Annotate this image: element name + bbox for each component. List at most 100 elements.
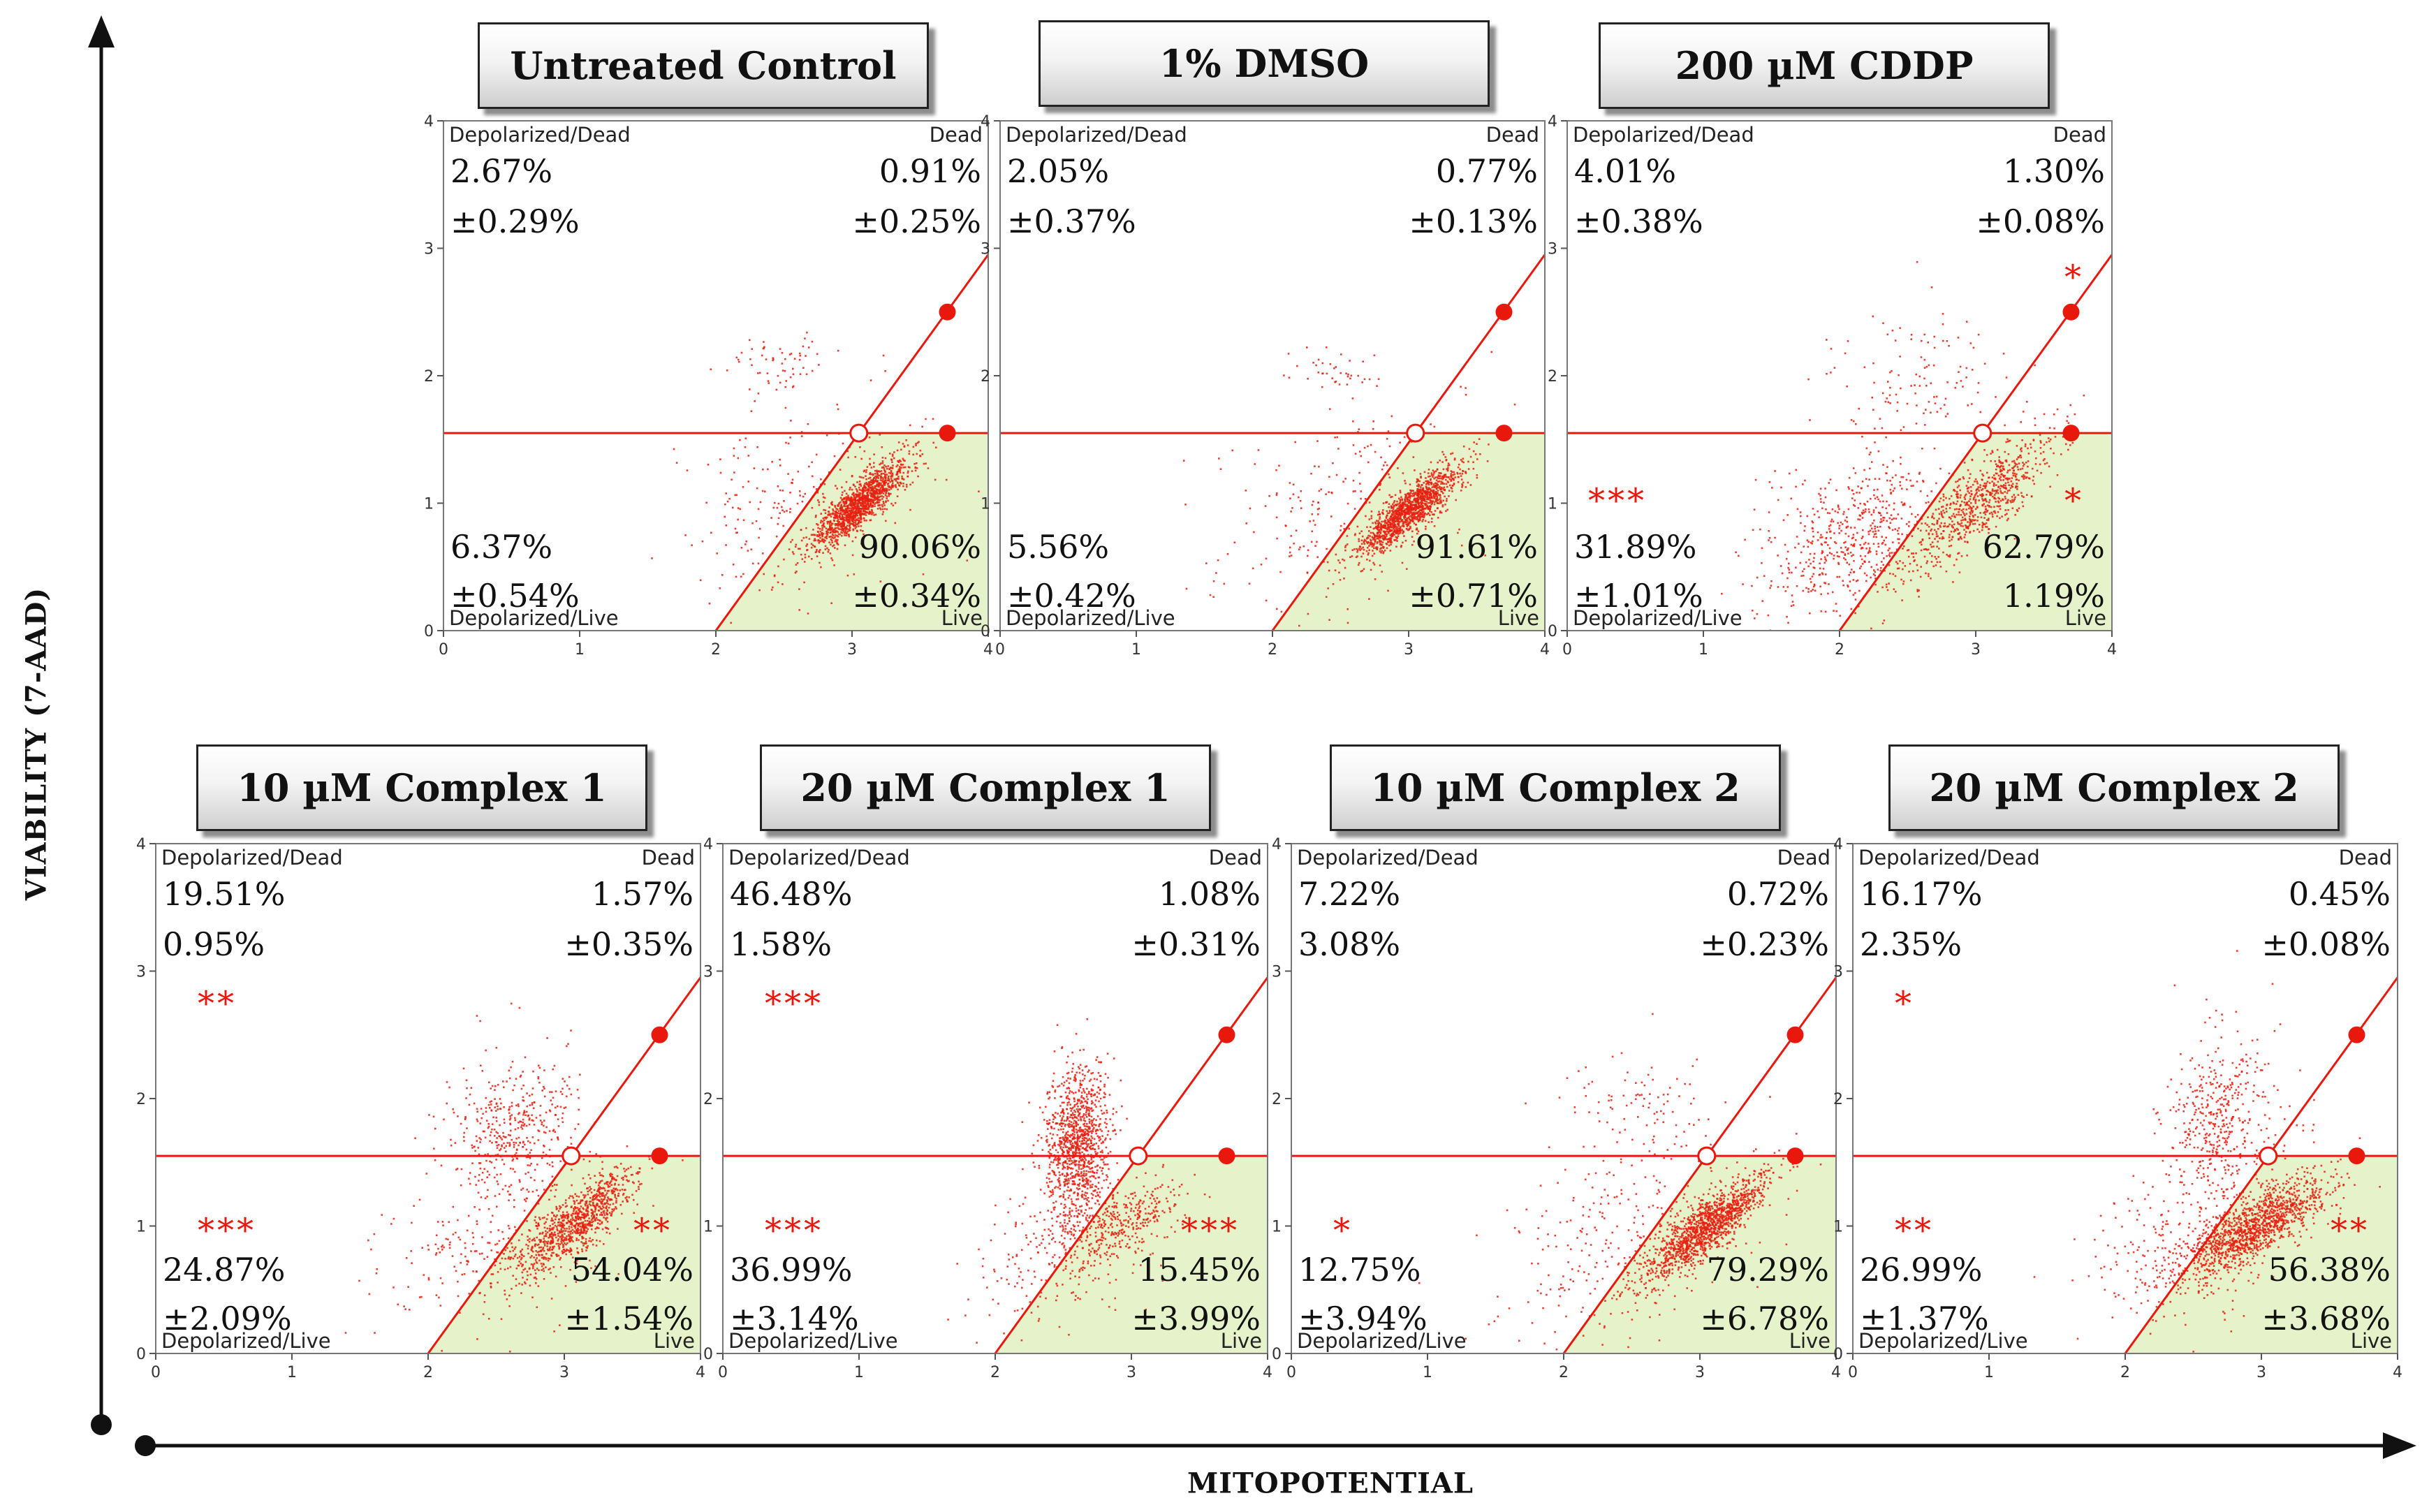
event-dot [1932,517,1935,520]
event-dot [1289,546,1291,549]
event-dot [749,501,751,504]
quadrant-label-lower-right: Live [2065,606,2106,630]
event-dot [1939,497,1942,499]
event-dot [1930,411,1932,414]
event-dot [1997,497,1999,499]
event-dot [1910,334,1913,336]
event-dot [805,355,807,357]
gate-handle-lower[interactable] [1495,425,1513,442]
gate-handle-upper[interactable] [939,303,956,321]
event-dot [763,347,765,349]
event-dot [2009,499,2011,502]
event-dot [1915,423,1918,425]
gate-handle-lower[interactable] [939,425,956,442]
event-dot [825,434,828,436]
event-dot [1934,556,1937,558]
event-dot [1959,489,1961,492]
event-dot [876,501,879,504]
event-dot [1886,479,1888,482]
event-dot [1403,517,1405,519]
event-dot [1365,550,1368,552]
event-dot [842,491,844,494]
gate-handle-center[interactable] [849,423,869,443]
gate-handle-upper[interactable] [1495,303,1513,321]
event-dot [1409,520,1412,522]
event-dot [845,526,847,528]
event-dot [1315,364,1317,367]
event-dot [1353,508,1356,510]
event-dot [1406,568,1408,570]
event-dot [1982,474,1985,477]
event-dot [1864,504,1866,506]
event-dot [1400,545,1402,548]
event-dot [1366,526,1368,529]
event-dot [837,408,839,411]
event-dot [829,552,832,555]
event-dot [1392,511,1394,514]
event-dot [1422,493,1424,495]
event-dot [1386,533,1388,536]
event-dot [1390,496,1392,499]
event-dot [1275,494,1278,497]
event-dot [1817,510,1819,513]
event-dot [1419,501,1422,504]
event-dot [1409,522,1411,524]
event-dot [1381,520,1383,523]
gate-handle-center[interactable] [1973,423,1993,443]
event-dot [1901,599,1903,601]
event-dot [1999,478,2001,480]
event-dot [1982,523,1985,526]
event-dot [842,518,844,521]
event-dot [2053,452,2055,455]
event-dot [1335,553,1337,556]
event-dot [605,1182,608,1184]
event-dot [834,511,837,513]
event-dot [1969,520,1972,522]
event-dot [543,1242,546,1245]
event-dot [522,1277,524,1279]
event-dot [1438,498,1441,501]
event-dot [866,492,868,494]
event-dot [791,478,794,481]
event-dot [1446,469,1449,472]
event-dot [1453,483,1455,485]
event-dot [869,499,872,501]
event-dot [1403,509,1405,512]
event-dot [902,471,904,474]
gate-handle-lower[interactable] [2062,425,2080,442]
event-dot [1846,520,1849,523]
event-dot [1253,531,1255,534]
event-dot [859,511,861,513]
gate-handle-center[interactable] [1406,423,1425,443]
event-dot [1326,561,1329,564]
event-dot [1882,564,1884,566]
event-dot [846,530,849,533]
event-dot [906,485,908,488]
event-dot [2032,479,2034,482]
event-dot [1397,509,1400,511]
event-dot [1896,567,1899,570]
event-dot [701,540,704,543]
event-dot [1257,449,1260,451]
event-dot [1988,501,1990,504]
event-dot [877,492,879,495]
event-dot [839,533,842,536]
event-dot [1969,506,1972,508]
event-dot [871,487,874,490]
event-dot [1869,529,1872,532]
event-dot [1395,520,1398,522]
event-dot [863,518,865,520]
event-dot [1984,485,1987,488]
event-dot [1360,555,1363,558]
event-dot [817,538,820,541]
event-dot [1840,529,1842,532]
event-dot [1209,594,1212,596]
cluster-mixed [651,354,980,624]
event-dot [1351,397,1354,399]
event-dot [1903,504,1906,506]
event-dot [2007,469,2009,472]
event-dot [1986,519,1988,521]
gate-handle-upper[interactable] [2062,303,2080,321]
event-dot [865,594,867,596]
